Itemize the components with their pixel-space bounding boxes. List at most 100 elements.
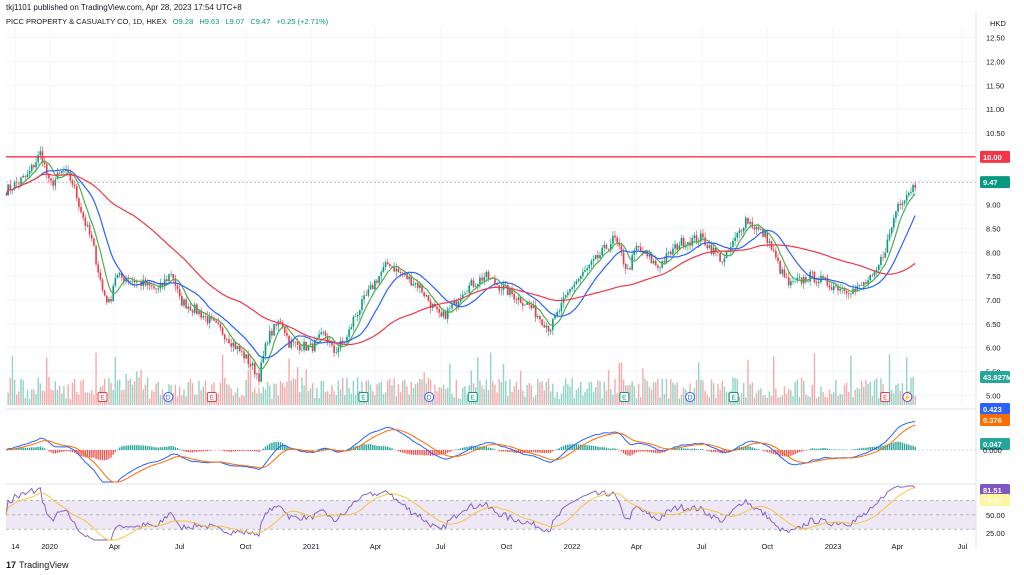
macd-histogram-bar	[545, 450, 548, 453]
candle-body	[547, 325, 550, 332]
volume-bar	[869, 381, 871, 405]
macd-histogram-bar	[601, 447, 603, 450]
volume-bar	[247, 370, 250, 405]
volume-bar	[556, 391, 558, 405]
tradingview-logo[interactable]: 17 TradingView	[6, 560, 69, 570]
candle-body	[648, 255, 651, 257]
candle-body	[234, 342, 237, 349]
volume-bar	[284, 387, 286, 405]
volume-bar	[436, 391, 438, 405]
macd-histogram-bar	[200, 450, 202, 452]
volume-bar	[273, 383, 275, 405]
candle-body	[755, 227, 758, 230]
volume-bar	[629, 384, 631, 405]
candle-body	[28, 170, 31, 174]
candle-body	[419, 284, 421, 288]
candle-body	[374, 280, 376, 290]
volume-bar	[614, 379, 616, 405]
macd-histogram-bar	[897, 441, 899, 450]
candle-body	[712, 247, 715, 254]
volume-bar	[586, 388, 588, 405]
volume-bar	[753, 397, 756, 405]
macd-histogram-bar	[380, 446, 382, 450]
macd-histogram-bar	[914, 446, 916, 450]
volume-bar	[590, 381, 593, 405]
volume-bar	[129, 378, 132, 405]
candle-body	[78, 198, 80, 207]
volume-bar	[845, 382, 848, 405]
symbol-name[interactable]: PICC PROPERTY & CASUALTY CO, 1D, HKEX	[6, 17, 167, 26]
price-axis: 12.5012.0011.5011.0010.5010.009.509.008.…	[975, 10, 1005, 550]
candle-body	[35, 162, 37, 168]
candle-body	[82, 212, 84, 218]
volume-bar	[760, 388, 762, 405]
volume-bar	[738, 396, 741, 405]
volume-bar	[88, 392, 91, 405]
macd-histogram-bar	[603, 447, 605, 450]
candle-body	[444, 311, 447, 319]
macd-histogram-bar	[657, 450, 659, 454]
volume-bar	[672, 382, 674, 405]
candle-body	[614, 235, 616, 238]
candle-body	[699, 233, 702, 242]
macd-histogram-bar	[886, 444, 889, 450]
volume-bar	[305, 369, 307, 405]
candle-body	[710, 245, 713, 254]
macd-histogram-bar	[803, 450, 805, 451]
candle-body	[453, 300, 455, 305]
macd-histogram-bar	[363, 444, 365, 450]
candle-body	[847, 293, 850, 294]
volume-bar	[71, 382, 74, 405]
candle-body	[354, 316, 357, 317]
volume-bar	[848, 391, 850, 405]
volume-bar	[607, 370, 610, 405]
volume-bar	[356, 377, 359, 405]
x-tick-label: Jul	[175, 542, 185, 551]
candle-body	[189, 306, 192, 311]
event-marker-label: E	[471, 395, 476, 402]
volume-bar	[200, 389, 202, 405]
macd-histogram-bar	[65, 450, 67, 452]
macd-histogram-bar	[629, 450, 631, 456]
volume-bars	[7, 352, 916, 405]
macd-histogram-bar	[322, 448, 325, 450]
candle-body	[813, 271, 816, 283]
volume-bar	[191, 383, 194, 405]
candle-body	[706, 245, 709, 249]
volume-bar	[241, 394, 243, 405]
candle-body	[661, 261, 663, 268]
candle-body	[451, 304, 453, 309]
event-marker-label: E	[210, 395, 215, 402]
candle-body	[99, 272, 102, 280]
macd-histogram-bar	[633, 450, 636, 454]
volume-bar	[157, 381, 159, 405]
volume-bar	[58, 385, 61, 405]
macd-histogram-bar	[712, 450, 715, 453]
volume-bar	[549, 391, 552, 405]
volume-bar	[798, 397, 801, 405]
macd-histogram-bar	[582, 444, 584, 450]
rsi-value-tag: 81.51	[983, 486, 1002, 495]
volume-bar	[35, 393, 37, 405]
macd-histogram-bar	[483, 446, 485, 450]
volume-bar	[307, 390, 310, 405]
candle-body	[567, 292, 569, 296]
candle-body	[219, 324, 222, 328]
volume-bar	[78, 394, 80, 405]
macd-histogram-bar	[678, 448, 681, 450]
candle-body	[524, 304, 526, 306]
macd-histogram-bar	[556, 449, 558, 450]
macd-histogram-bar	[311, 450, 314, 452]
volume-bar	[176, 396, 179, 405]
macd-histogram-bar	[792, 450, 794, 455]
volume-bar	[807, 396, 809, 405]
volume-bar	[631, 381, 633, 405]
macd-histogram-bar	[755, 448, 758, 450]
candle-body	[202, 316, 205, 318]
volume-bar	[260, 393, 262, 405]
candle-body	[421, 284, 423, 293]
x-tick-label: Jul	[697, 542, 707, 551]
candle-body	[294, 341, 297, 343]
candle-body	[37, 154, 39, 163]
